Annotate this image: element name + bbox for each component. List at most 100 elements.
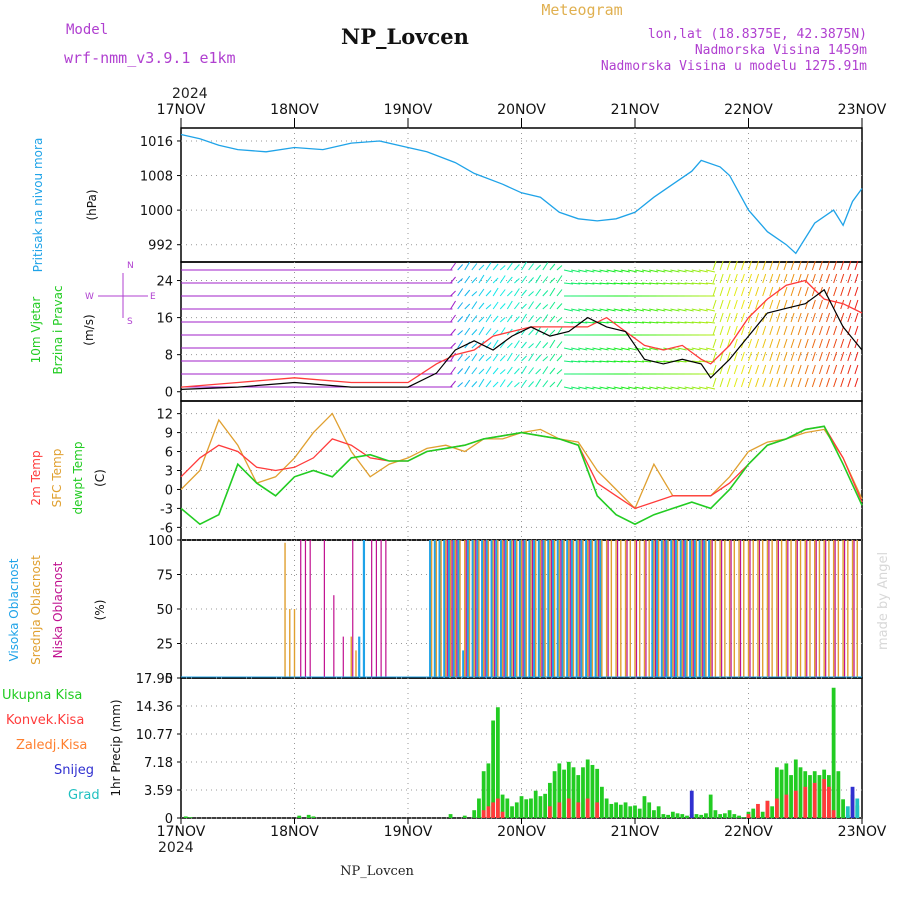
precip-bar <box>642 796 647 818</box>
wind-barb <box>514 354 520 362</box>
wind-barb <box>571 347 581 351</box>
wind-barb <box>670 321 680 324</box>
wind-barb <box>549 263 556 271</box>
wind-barb <box>677 269 687 273</box>
wind-barb <box>578 360 588 363</box>
wind-barb <box>677 321 687 324</box>
wind-barb <box>457 368 464 375</box>
precip-bar <box>562 769 566 818</box>
wind-barb <box>457 340 464 349</box>
wind-barb <box>769 273 774 284</box>
wind-barb <box>833 260 838 271</box>
precip-bar <box>670 811 675 818</box>
cloud-ylabel-high: Visoka Oblacnost <box>7 558 21 661</box>
wind-barb <box>485 380 492 388</box>
wind-barb <box>705 321 715 324</box>
wind-barb <box>705 269 716 273</box>
wind-barb <box>556 341 563 349</box>
wind-barb <box>549 277 556 284</box>
wind-barb <box>670 269 680 273</box>
wind-barb <box>719 312 724 323</box>
precip-bar <box>751 808 756 818</box>
wind-barb <box>571 360 581 363</box>
wind-barb <box>556 317 563 323</box>
precip-bar <box>845 806 850 818</box>
wind-barb <box>748 364 752 375</box>
wind-barb <box>464 303 471 310</box>
wind-barb <box>492 263 499 271</box>
precip-bar <box>822 779 827 818</box>
wind-barb <box>549 315 556 323</box>
wind-barb <box>506 262 513 271</box>
wind-barb <box>620 347 630 351</box>
compass-s-label: S <box>127 317 133 327</box>
wind-barb <box>485 304 492 310</box>
precip-bar <box>557 763 562 818</box>
wind-barb <box>499 303 506 310</box>
wind-barb <box>634 386 645 390</box>
clouds-ytick-label: 75 <box>156 569 173 584</box>
wind-barb <box>854 364 859 375</box>
precip-bar <box>666 814 670 818</box>
wind-barb <box>549 287 556 297</box>
wind-barb <box>471 277 478 284</box>
wind-barb <box>478 378 485 388</box>
wind-barb <box>613 269 623 273</box>
precip-bar <box>581 767 585 818</box>
wind-barb <box>719 299 724 310</box>
wind-ytick-label: 8 <box>165 349 173 364</box>
precip-bar <box>533 790 538 818</box>
precip-bar <box>477 798 481 818</box>
wind-barb <box>464 327 471 336</box>
wind-barb <box>670 308 680 312</box>
wind-barb <box>705 386 716 390</box>
wind-barb <box>521 289 527 297</box>
precip-bar <box>652 810 656 818</box>
wind-barb <box>847 312 852 323</box>
wind-barb <box>528 301 535 310</box>
wind-barb <box>549 329 556 336</box>
wind-barb <box>840 286 845 297</box>
wind-barb <box>585 321 595 324</box>
wind-barb <box>826 260 831 271</box>
pressure-line <box>180 133 863 255</box>
precip-bar <box>543 793 548 818</box>
wind-direction-legend: N E W S <box>85 261 156 327</box>
wind-barb <box>578 386 588 390</box>
wind-barb <box>485 276 492 284</box>
wind-barb <box>854 325 859 336</box>
wind-barb <box>542 304 549 310</box>
wind-barb <box>450 276 456 284</box>
wind-barb <box>740 377 745 388</box>
precip-bar <box>704 813 708 818</box>
wind-barb <box>769 351 774 362</box>
precipitation-ytick-label: 3.59 <box>144 784 173 799</box>
precip-bar <box>722 813 727 818</box>
precip-bar <box>831 810 836 818</box>
wind-barb <box>585 308 595 312</box>
precip-bar <box>486 806 491 818</box>
wind-barb <box>599 386 609 390</box>
model-label: Model <box>66 22 108 38</box>
wind-barb <box>670 386 680 390</box>
precip-bar <box>495 707 500 818</box>
wind-barb <box>499 341 506 349</box>
wind-barb <box>542 380 549 388</box>
wind-barb <box>535 288 542 297</box>
wind-barb <box>733 299 738 310</box>
wind-barb <box>691 386 701 390</box>
wind-barb <box>478 264 485 271</box>
wind-barb <box>485 366 492 375</box>
wind-barb <box>535 340 542 349</box>
wind-barb <box>840 299 845 310</box>
wind-barb <box>776 338 781 349</box>
precip-bar <box>812 782 817 818</box>
wind-barb <box>840 312 845 323</box>
wind-ytick-label: 24 <box>156 275 173 290</box>
wind-barb <box>620 308 630 312</box>
wind-barb <box>726 286 731 297</box>
precip-bar <box>718 814 723 818</box>
year-top: 2024 <box>172 86 208 102</box>
wind-barb <box>634 269 645 273</box>
precip-bar <box>552 771 557 818</box>
